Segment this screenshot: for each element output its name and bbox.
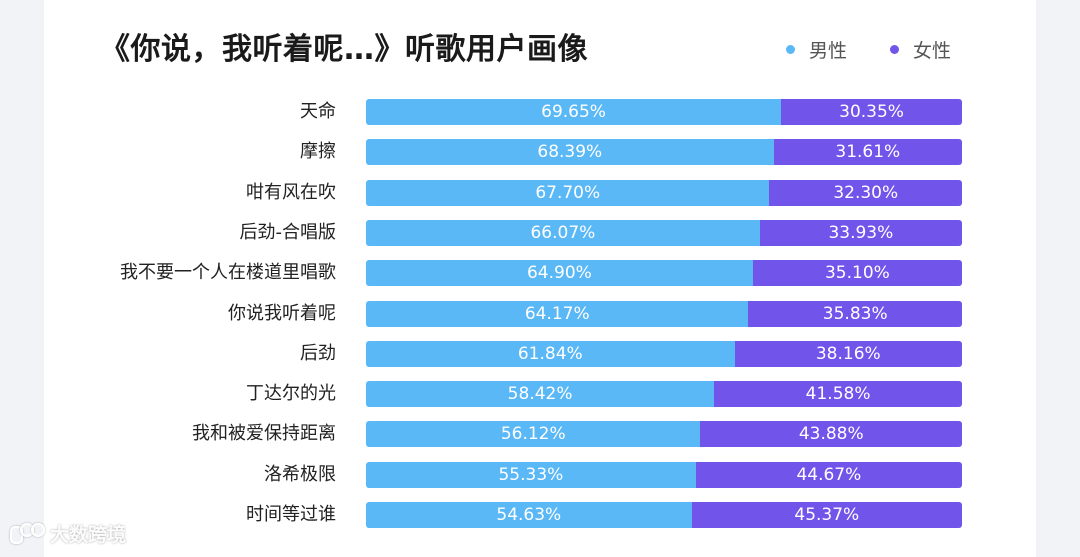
bar-male bbox=[366, 381, 715, 407]
bar-female bbox=[691, 502, 962, 528]
bar-female bbox=[695, 462, 962, 488]
data-label-female: 38.16% bbox=[815, 344, 881, 364]
data-label-female: 33.93% bbox=[828, 223, 894, 243]
data-label-male: 58.42% bbox=[507, 384, 573, 404]
bar-row: 68.39% 31.61% bbox=[366, 139, 962, 165]
bar-male bbox=[366, 341, 735, 367]
bar-male bbox=[366, 462, 696, 488]
data-label-male: 64.17% bbox=[524, 304, 590, 324]
bar-row: 64.17% 35.83% bbox=[366, 301, 962, 327]
watermark-text: 大数跨境 bbox=[50, 524, 127, 546]
bar-row: 55.33% 44.67% bbox=[366, 462, 962, 488]
data-label-male: 55.33% bbox=[498, 465, 564, 485]
legend-item-male: 男性 bbox=[786, 36, 847, 63]
bar-female bbox=[781, 99, 962, 125]
bar-row: 69.65% 30.35% bbox=[366, 99, 962, 125]
watermark-logo-icon bbox=[10, 522, 45, 545]
bar-female bbox=[773, 139, 962, 165]
bar-row: 67.70% 32.30% bbox=[366, 180, 962, 206]
data-label-female: 35.83% bbox=[822, 304, 888, 324]
category-label: 咁有风在吹 bbox=[246, 182, 336, 203]
category-label: 我不要一个人在楼道里唱歌 bbox=[120, 262, 336, 283]
bar-male bbox=[366, 421, 701, 447]
bar-female bbox=[769, 180, 962, 206]
data-label-female: 30.35% bbox=[839, 102, 904, 122]
chart-title: 《你说，我听着呢…》听歌用户画像 bbox=[100, 32, 588, 67]
data-label-female: 43.88% bbox=[798, 424, 864, 444]
data-label-female: 44.67% bbox=[796, 465, 862, 485]
legend-label-male: 男性 bbox=[809, 40, 848, 62]
data-label-female: 31.61% bbox=[835, 142, 901, 162]
legend-dot-female-icon bbox=[890, 45, 899, 54]
category-label: 后劲 bbox=[300, 343, 336, 364]
watermark: 大数跨境 bbox=[10, 520, 126, 547]
data-label-male: 67.70% bbox=[535, 183, 601, 203]
category-label: 摩擦 bbox=[300, 141, 336, 162]
data-label-female: 32.30% bbox=[833, 183, 899, 203]
legend-item-female: 女性 bbox=[890, 36, 951, 63]
bar-male bbox=[366, 180, 770, 206]
category-label: 你说我听着呢 bbox=[228, 303, 336, 324]
bar-row: 64.90% 35.10% bbox=[366, 260, 962, 286]
bar-female bbox=[714, 381, 962, 407]
bar-female bbox=[759, 220, 962, 246]
data-label-male: 68.39% bbox=[537, 142, 603, 162]
bar-row: 66.07% 33.93% bbox=[366, 220, 962, 246]
bar-female bbox=[700, 421, 962, 447]
legend-dot-male-icon bbox=[786, 45, 795, 54]
bar-female bbox=[748, 301, 962, 327]
data-label-male: 54.63% bbox=[496, 505, 562, 525]
bar-male bbox=[366, 301, 749, 327]
data-label-female: 45.37% bbox=[794, 505, 860, 525]
category-label: 时间等过谁 bbox=[246, 504, 336, 525]
legend-label-female: 女性 bbox=[913, 40, 952, 62]
bar-row: 54.63% 45.37% bbox=[366, 502, 962, 528]
category-label: 丁达尔的光 bbox=[246, 383, 336, 404]
data-label-male: 64.90% bbox=[526, 263, 592, 283]
data-label-male: 69.65% bbox=[541, 102, 606, 122]
data-label-male: 66.07% bbox=[530, 223, 596, 243]
bar-female bbox=[752, 260, 962, 286]
data-label-male: 56.12% bbox=[500, 424, 566, 444]
category-label: 天命 bbox=[300, 101, 336, 122]
bar-row: 56.12% 43.88% bbox=[366, 421, 962, 447]
bar-female bbox=[734, 341, 962, 367]
bar-male bbox=[366, 220, 760, 246]
bar-row: 58.42% 41.58% bbox=[366, 381, 962, 407]
data-label-female: 41.58% bbox=[805, 384, 871, 404]
data-label-female: 35.10% bbox=[824, 263, 890, 283]
bar-row: 61.84% 38.16% bbox=[366, 341, 962, 367]
category-label: 我和被爱保持距离 bbox=[192, 423, 336, 444]
bar-male bbox=[366, 99, 782, 125]
data-label-male: 61.84% bbox=[517, 344, 583, 364]
bar-male bbox=[366, 260, 753, 286]
bar-male bbox=[366, 139, 774, 165]
category-label: 后劲-合唱版 bbox=[239, 222, 337, 243]
bar-male bbox=[366, 502, 692, 528]
category-label: 洛希极限 bbox=[264, 464, 336, 485]
